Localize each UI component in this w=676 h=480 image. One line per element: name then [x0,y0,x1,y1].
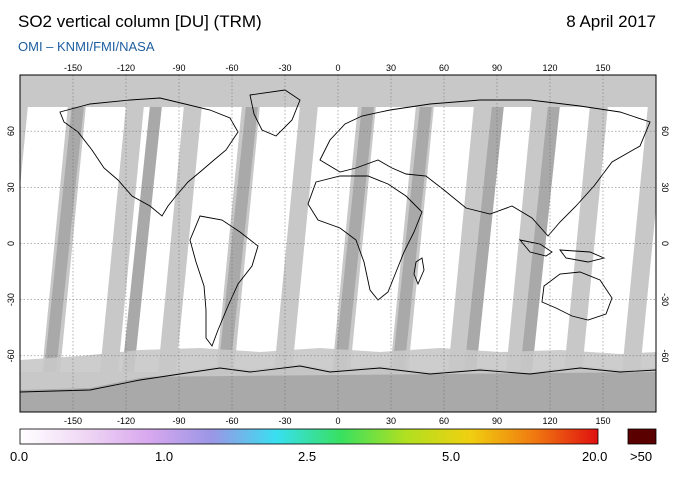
lon-tick-label: 30 [386,63,396,73]
colorbar-label-4: 20.0 [582,449,608,464]
lon-tick-label: -30 [278,416,291,426]
data-credit: OMI – KNMI/FMI/NASA [18,39,155,54]
map-title: SO2 vertical column [DU] (TRM) [18,12,262,31]
lon-tick-label: 90 [492,63,502,73]
lon-tick-label: 60 [439,416,449,426]
orbit-swath [640,207,656,372]
colorbar-overflow-label: >50 [630,449,653,464]
lat-tick-label: -60 [660,349,670,362]
colorbar-label-0: 0.0 [10,449,29,464]
lon-tick-label: -60 [225,63,238,73]
data-gap-band [392,105,432,372]
data-gap-band [520,105,560,372]
data-gap-band [122,105,162,372]
data-gap-band [464,105,504,372]
antarctica-coast [20,365,656,393]
colorbar-label-1: 1.0 [155,449,174,464]
orbit-swath [582,105,648,372]
lon-tick-label: -120 [117,63,135,73]
lat-tick-label: -30 [660,293,670,306]
indonesia-coast [518,239,606,263]
colorbar [19,428,599,445]
orbit-swath [20,105,68,372]
graticule [20,75,656,412]
lon-tick-label: 120 [542,63,557,73]
lon-tick-label: 120 [542,416,557,426]
europe-asia-coast [319,99,651,237]
madagascar-coast [413,257,425,286]
greenland-coast [249,89,301,137]
orbit-swath [350,105,416,372]
lon-tick-label: 0 [335,63,340,73]
colorbar-overflow-swatch [627,428,657,445]
lon-tick-label: -60 [225,416,238,426]
lat-tick-label: 60 [6,126,16,136]
lat-tick-label: 30 [660,182,670,192]
north-america-coast [59,97,239,217]
data-gap-band [44,105,84,372]
south-america-coast [189,215,259,347]
lon-tick-label: 150 [595,63,610,73]
lat-tick-label: 0 [6,241,16,246]
orbit-swath [0,105,10,372]
lon-tick-label: 0 [335,416,340,426]
colorbar-label-2: 2.5 [298,449,317,464]
axis-ticks: -150 -150 -120 -120 -90 -90 -60 -60 -30 -30 0 0 30 30… [6,63,670,426]
colorbar-label-3: 5.0 [442,449,461,464]
map-area [0,75,656,412]
coastlines [20,89,656,393]
orbit-swath [524,105,590,372]
lat-tick-label: 60 [660,126,670,136]
lon-tick-label: -90 [172,416,185,426]
arctic-no-data [20,75,656,107]
orbit-swath [176,105,242,372]
map-frame [19,74,657,413]
lat-tick-label: 0 [660,241,670,246]
lon-tick-label: 30 [386,416,396,426]
australia-coast [541,271,613,321]
orbit-swath [234,105,300,372]
orbit-swath [408,105,474,372]
lon-tick-label: 60 [439,63,449,73]
lon-tick-label: 150 [595,416,610,426]
lat-tick-label: -30 [6,293,16,306]
lon-tick-label: -30 [278,63,291,73]
lon-tick-label: -90 [172,63,185,73]
orbit-swath [60,105,126,372]
africa-coast [307,175,423,301]
map-date: 8 April 2017 [566,12,656,31]
lat-tick-label: 30 [6,182,16,192]
lon-tick-label: -120 [117,416,135,426]
lon-tick-label: -150 [64,416,82,426]
lon-tick-label: 90 [492,416,502,426]
lon-tick-label: -150 [64,63,82,73]
lat-tick-label: -60 [6,349,16,362]
